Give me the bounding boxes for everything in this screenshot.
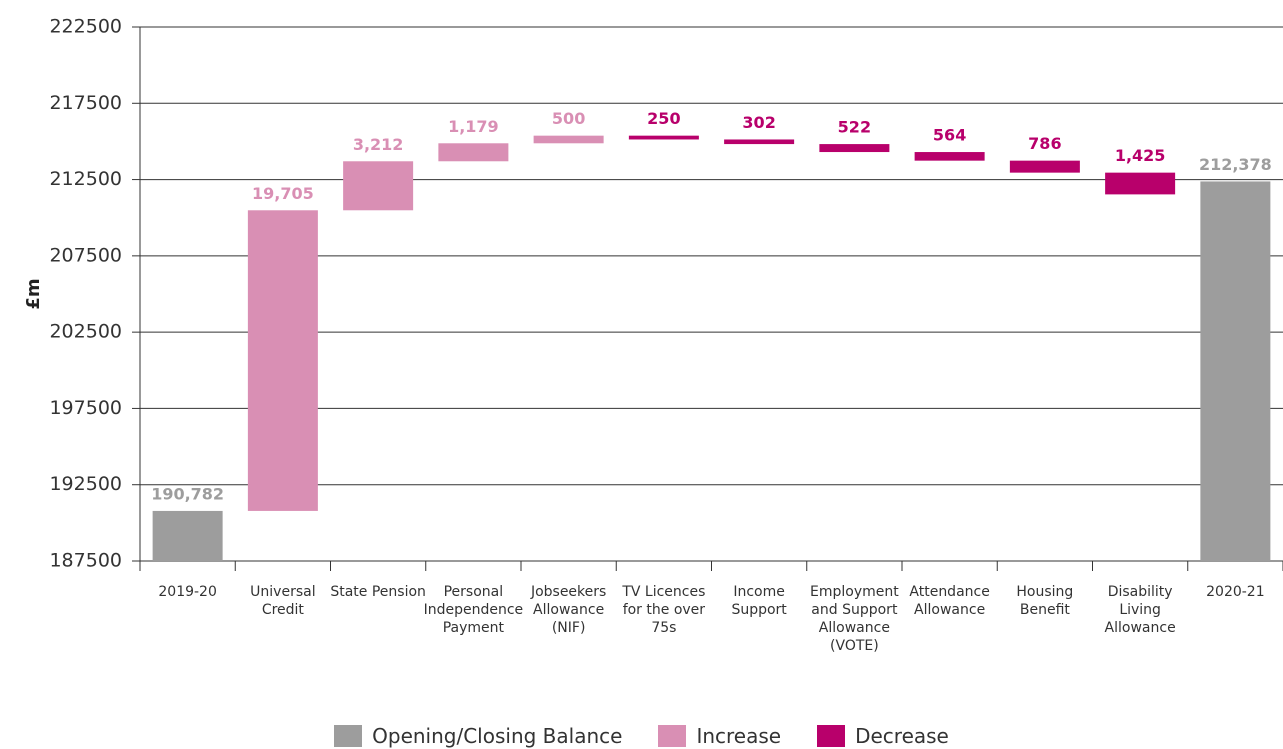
value-label: 522 [838,118,871,137]
bar [343,161,414,211]
value-label: 302 [742,113,775,132]
legend-label: Increase [696,724,782,748]
x-tick-label: Disability Living Allowance [1104,584,1176,636]
y-tick-label: 187500 [49,550,122,572]
legend-swatch [658,725,687,747]
bar [628,135,699,140]
bar [724,139,795,145]
y-tick-label: 212500 [49,168,122,190]
x-tick-label: TV Licences for the over 75s [622,584,706,636]
bar [533,135,604,144]
x-tick-label: Employment and Support Allowance (VOTE) [810,584,899,654]
legend-item: Decrease [817,724,949,748]
bar [1105,172,1176,195]
value-label: 786 [1028,134,1061,153]
bar [1200,181,1271,561]
x-tick-label: Jobseekers Allowance (NIF) [530,584,607,636]
x-tick-label: Income Support [731,584,787,618]
bar [914,152,985,161]
legend-label: Decrease [855,724,949,748]
bar [819,144,890,153]
legend-item: Opening/Closing Balance [334,724,622,748]
x-tick-label: 2019-20 [158,584,217,600]
legend-label: Opening/Closing Balance [372,724,623,748]
bar [438,143,509,162]
value-label: 212,378 [1199,155,1272,174]
value-label: 1,179 [448,117,499,136]
legend-swatch [817,725,846,747]
x-tick-label: Universal Credit [250,584,316,618]
value-label: 3,212 [353,135,404,154]
value-label: 250 [647,109,680,128]
legend-item: Increase [658,724,781,748]
bar [1009,160,1080,173]
y-tick-label: 222500 [49,16,122,38]
legend: Opening/Closing Balance Increase Decrease [0,724,1283,748]
x-tick-label: State Pension [330,584,426,600]
y-tick-label: 197500 [49,397,122,419]
value-label: 564 [933,126,966,145]
value-label: 19,705 [252,184,314,203]
y-tick-label: 207500 [49,244,122,266]
value-label: 500 [552,109,585,128]
x-tick-label: Housing Benefit [1016,584,1074,618]
bar [247,210,318,511]
y-axis-label: £m [23,278,44,309]
x-tick-label: Personal Independence Payment [423,584,524,636]
value-label: 190,782 [151,484,224,503]
bar [152,510,223,561]
y-tick-label: 192500 [49,473,122,495]
x-tick-label: Attendance Allowance [909,584,990,618]
y-tick-label: 217500 [49,92,122,114]
x-tick-label: 2020-21 [1206,584,1265,600]
value-label: 1,425 [1115,146,1166,165]
y-tick-label: 202500 [49,321,122,343]
legend-swatch [334,725,363,747]
